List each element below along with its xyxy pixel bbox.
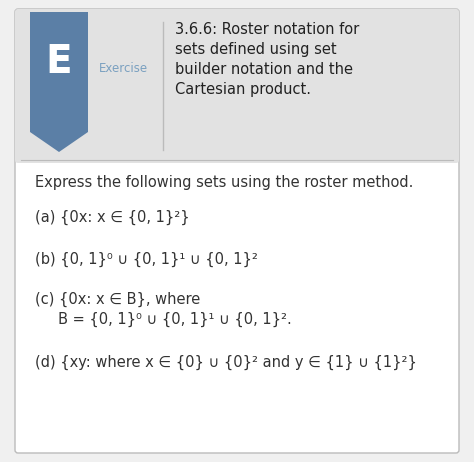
Polygon shape: [30, 12, 88, 152]
Text: Express the following sets using the roster method.: Express the following sets using the ros…: [35, 175, 413, 190]
Text: sets defined using set: sets defined using set: [175, 42, 337, 57]
Text: (a) {0x: x ∈ {0, 1}²}: (a) {0x: x ∈ {0, 1}²}: [35, 210, 190, 225]
Text: B = {0, 1}⁰ ∪ {0, 1}¹ ∪ {0, 1}².: B = {0, 1}⁰ ∪ {0, 1}¹ ∪ {0, 1}².: [35, 312, 292, 327]
Text: E: E: [46, 43, 73, 81]
Text: Exercise: Exercise: [99, 62, 147, 75]
Bar: [18, 150, 456, 162]
Text: (c) {0x: x ∈ B}, where: (c) {0x: x ∈ B}, where: [35, 292, 200, 307]
FancyBboxPatch shape: [15, 9, 459, 163]
Text: (b) {0, 1}⁰ ∪ {0, 1}¹ ∪ {0, 1}²: (b) {0, 1}⁰ ∪ {0, 1}¹ ∪ {0, 1}²: [35, 252, 258, 267]
Text: builder notation and the: builder notation and the: [175, 62, 353, 77]
FancyBboxPatch shape: [15, 9, 459, 453]
Text: 3.6.6: Roster notation for: 3.6.6: Roster notation for: [175, 22, 359, 37]
Text: (d) {xy: where x ∈ {0} ∪ {0}² and y ∈ {1} ∪ {1}²}: (d) {xy: where x ∈ {0} ∪ {0}² and y ∈ {1…: [35, 355, 417, 370]
Text: Cartesian product.: Cartesian product.: [175, 82, 311, 97]
